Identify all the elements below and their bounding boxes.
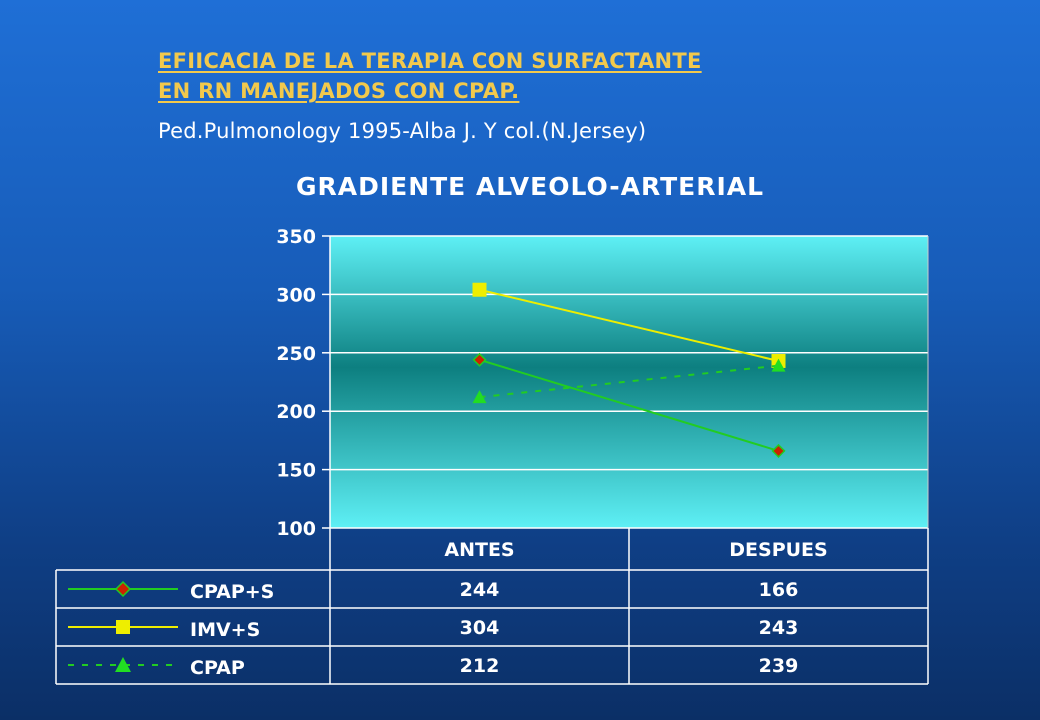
slide-subtitle: Ped.Pulmonology 1995-Alba J. Y col.(N.Je…	[158, 119, 647, 143]
legend-marker-square	[116, 620, 130, 634]
data-point-diamond	[771, 443, 786, 458]
legend-label: IMV+S	[190, 619, 260, 641]
category-label: ANTES	[444, 539, 514, 561]
data-point-triangle	[472, 390, 487, 404]
data-table-value: 244	[460, 579, 500, 601]
y-tick-label: 350	[276, 226, 316, 248]
legend-label: CPAP+S	[190, 581, 274, 603]
y-tick-label: 200	[276, 401, 316, 423]
data-table-value: 166	[759, 579, 799, 601]
y-tick-label: 100	[276, 518, 316, 540]
legend-marker-diamond	[114, 580, 132, 598]
category-label: DESPUES	[729, 539, 827, 561]
data-table-value: 243	[759, 617, 799, 639]
slide-title-line-1: EFIICACIA DE LA TERAPIA CON SURFACTANTE	[158, 49, 702, 73]
chart-title: GRADIENTE ALVEOLO-ARTERIAL	[295, 172, 765, 201]
data-table-value: 304	[460, 617, 500, 639]
y-tick-label: 300	[276, 284, 316, 306]
plot-area	[330, 236, 928, 528]
y-tick-label: 250	[276, 343, 316, 365]
series-line-imv-s	[479, 288, 779, 362]
data-point-diamond	[472, 352, 487, 367]
legend-marker-triangle	[115, 657, 131, 672]
data-table-value: 239	[759, 655, 799, 677]
data-table-value: 212	[460, 655, 500, 677]
data-point-square	[472, 282, 487, 297]
legend-label: CPAP	[190, 657, 245, 679]
slide-title-line-2: EN RN MANEJADOS CON CPAP.	[158, 79, 520, 103]
slide-title: EFIICACIA DE LA TERAPIA CON SURFACTANTE …	[158, 46, 702, 106]
series-line-cpap-s	[479, 358, 779, 452]
data-point-triangle	[771, 358, 786, 372]
y-tick-label: 150	[276, 460, 316, 482]
